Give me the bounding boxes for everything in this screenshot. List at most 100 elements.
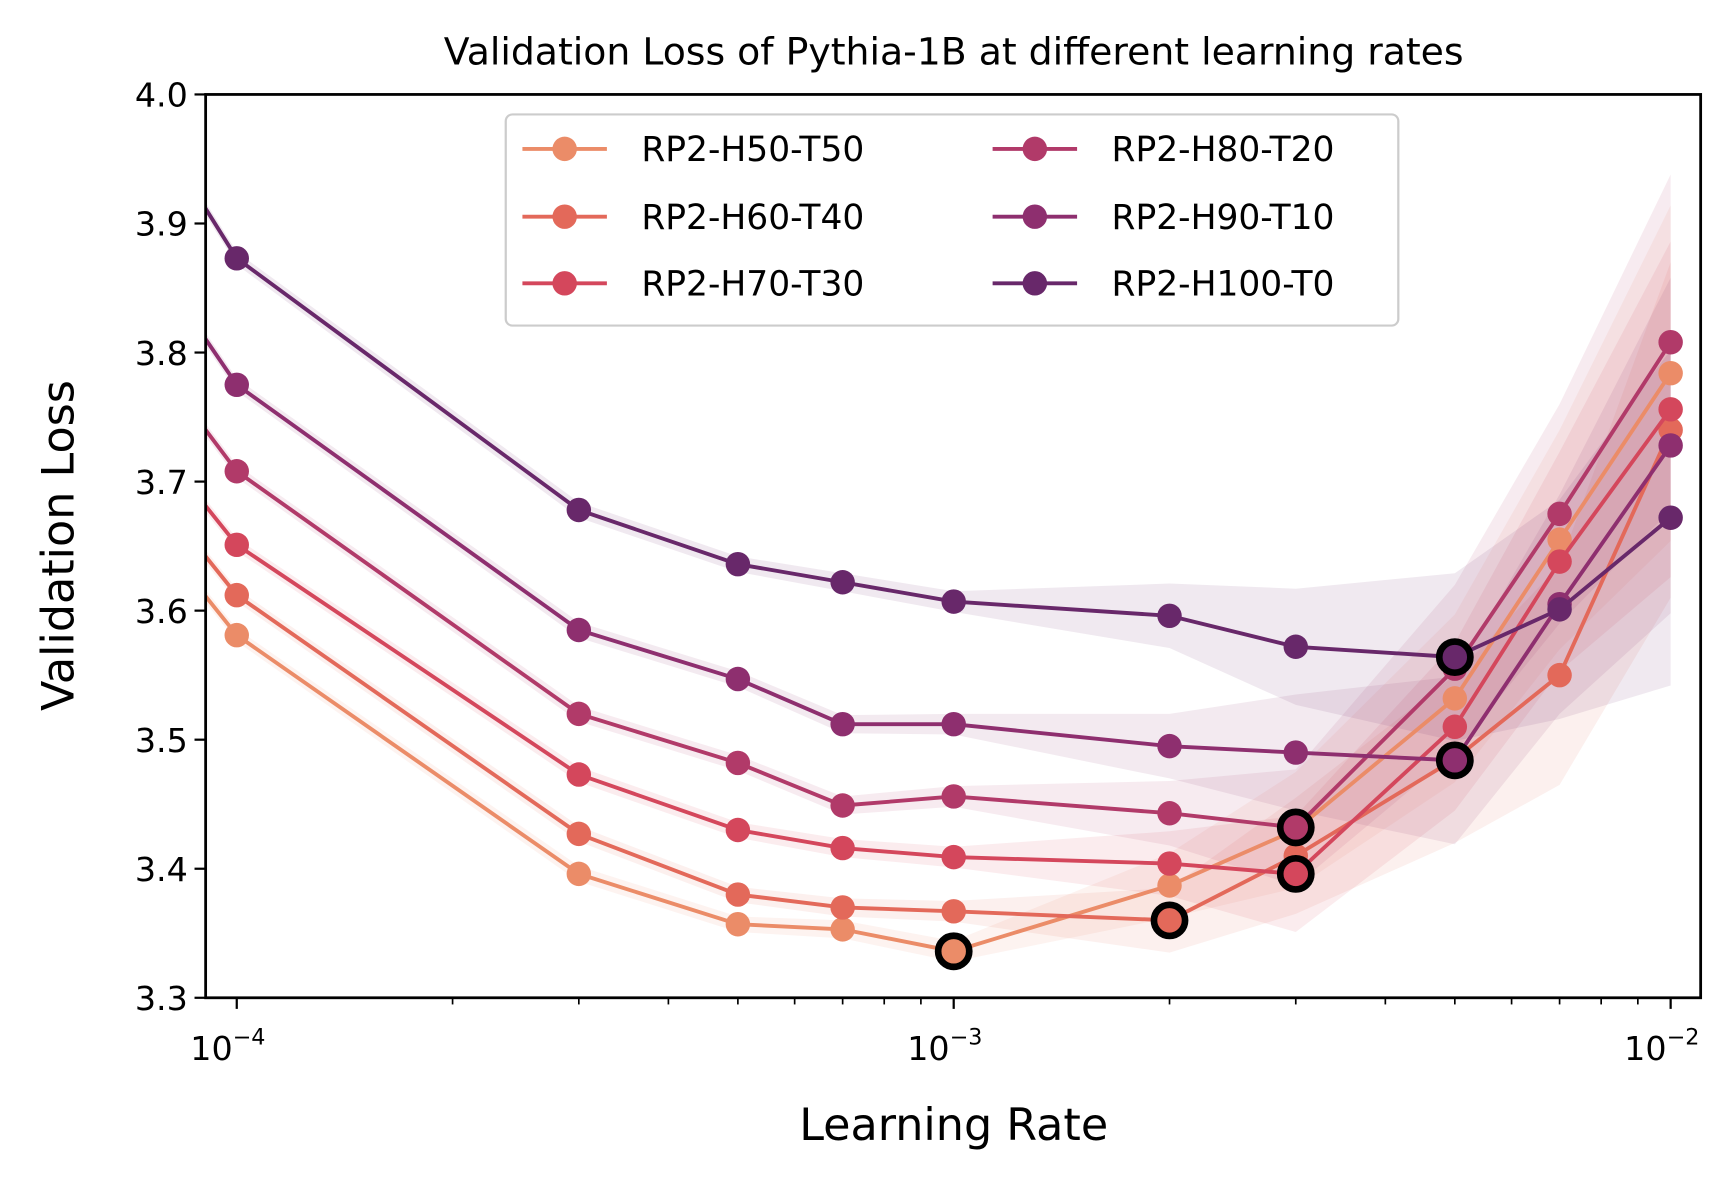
legend-marker <box>552 136 577 162</box>
y-tick-label: 3.3 <box>135 979 188 1018</box>
legend-label: RP2-H90-T10 <box>1112 198 1335 238</box>
legend-marker <box>552 204 577 229</box>
data-point <box>830 895 855 920</box>
x-tick-label: 10−4 <box>190 1024 265 1068</box>
legend-label: RP2-H60-T40 <box>641 198 864 238</box>
data-point <box>224 582 249 608</box>
x-tick-label: 10−2 <box>1624 1024 1699 1068</box>
best-lr-marker <box>1435 741 1474 780</box>
data-point <box>1157 603 1182 629</box>
data-point <box>1283 740 1308 765</box>
data-point <box>725 911 751 937</box>
chart-title: Validation Loss of Pythia-1B at differen… <box>444 29 1464 73</box>
error-band <box>205 202 1671 741</box>
data-point <box>1658 329 1683 355</box>
legend: RP2-H50-T50 RP2-H60-T40 RP2-H70-T30 RP2-H80… <box>504 113 1400 327</box>
data-point <box>830 711 855 737</box>
error-band <box>205 205 1671 962</box>
data-point <box>1547 597 1572 622</box>
series-lines <box>205 204 1683 971</box>
y-tick-label: 3.5 <box>135 721 188 760</box>
data-point <box>224 372 249 398</box>
y-tick-label: 3.6 <box>135 592 188 631</box>
x-tick-label: 10−3 <box>907 1024 982 1068</box>
y-tick-label: 3.7 <box>135 463 188 502</box>
x-tick-base: 10 <box>1624 1029 1666 1068</box>
data-point <box>941 844 966 870</box>
best-lr-marker <box>1276 855 1315 893</box>
data-point <box>941 784 966 809</box>
data-point <box>830 917 855 942</box>
data-point <box>1547 501 1572 527</box>
legend-entry: RP2-H80-T20 <box>992 130 1335 170</box>
legend-label: RP2-H50-T50 <box>641 130 864 170</box>
y-tick-label: 4.0 <box>135 76 188 115</box>
data-point <box>725 666 751 692</box>
legend-entry: RP2-H60-T40 <box>522 198 864 238</box>
x-tick-exponent: −4 <box>233 1024 266 1050</box>
series-line <box>205 204 1672 660</box>
data-point <box>1547 549 1572 574</box>
x-tick-exponent: −3 <box>950 1024 983 1050</box>
y-tick-label: 3.8 <box>135 334 188 373</box>
legend-entry: RP2-H100-T0 <box>992 265 1335 305</box>
error-band <box>205 277 1671 845</box>
data-point <box>1658 397 1683 422</box>
data-point <box>566 497 592 523</box>
x-tick-base: 10 <box>907 1029 949 1068</box>
data-point <box>1658 360 1683 386</box>
data-point <box>1547 662 1572 688</box>
data-point <box>941 899 966 924</box>
data-point <box>566 701 592 727</box>
data-point <box>566 821 592 847</box>
data-point <box>725 817 751 843</box>
x-tick-base: 10 <box>190 1029 232 1068</box>
y-tick-label: 3.9 <box>135 205 188 244</box>
y-axis-label: Validation Loss <box>33 380 84 711</box>
legend-marker <box>1022 204 1048 229</box>
data-point <box>566 861 592 887</box>
legend-entry: RP2-H90-T10 <box>992 198 1335 238</box>
data-point <box>1157 873 1182 898</box>
data-point <box>1157 801 1182 826</box>
axes: 3.33.43.53.63.73.83.94.010−4 10−3 10−2 <box>135 76 1703 1068</box>
data-point <box>941 711 966 737</box>
data-point <box>830 835 855 861</box>
data-point <box>1547 527 1572 552</box>
data-point <box>1442 686 1468 711</box>
legend-marker <box>1022 271 1048 296</box>
best-lr-marker <box>1435 638 1474 676</box>
data-point <box>830 793 855 818</box>
data-point <box>224 459 249 484</box>
data-point <box>1658 505 1683 530</box>
legend-label: RP2-H80-T20 <box>1112 130 1335 170</box>
x-axis-label: Learning Rate <box>799 1100 1108 1151</box>
data-point <box>566 762 592 787</box>
legend-entry: RP2-H50-T50 <box>522 130 864 170</box>
data-point <box>725 750 751 776</box>
data-point <box>725 882 751 907</box>
legend-label: RP2-H100-T0 <box>1112 265 1335 305</box>
data-point <box>566 617 592 643</box>
legend-marker <box>1022 136 1048 162</box>
best-lr-marker <box>934 932 973 971</box>
data-point <box>1157 851 1182 876</box>
best-lr-marker <box>1276 808 1315 847</box>
data-point <box>224 622 249 648</box>
best-lr-marker <box>1150 901 1189 940</box>
legend-box <box>504 113 1400 327</box>
data-point <box>1658 433 1683 458</box>
data-point <box>1157 733 1182 759</box>
legend-entry: RP2-H70-T30 <box>522 265 864 305</box>
data-point <box>1283 634 1308 659</box>
y-tick-label: 3.4 <box>135 850 188 889</box>
legend-label: RP2-H70-T30 <box>641 265 864 305</box>
x-tick-exponent: −2 <box>1667 1024 1700 1050</box>
data-point <box>725 551 751 577</box>
data-point <box>830 570 855 595</box>
data-point <box>224 246 249 271</box>
data-point <box>1442 714 1468 739</box>
data-point <box>941 589 966 614</box>
data-point <box>224 532 249 558</box>
